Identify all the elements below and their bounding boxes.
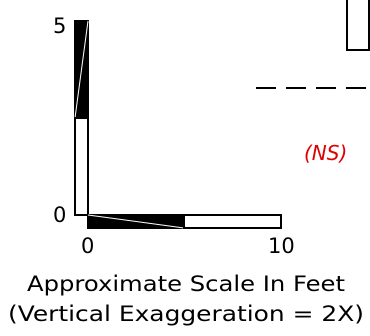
vertical-top-label: 5 [53, 14, 66, 38]
horizontal-right-label: 10 [268, 234, 295, 258]
caption-line-2: (Vertical Exaggeration = 2X) [8, 302, 364, 326]
ns-label: (NS) [304, 141, 347, 165]
horizontal-scale-bar [87, 214, 282, 229]
vertical-bottom-label: 0 [53, 203, 66, 227]
vertical-scale-bar [74, 20, 89, 216]
horizontal-left-label: 0 [81, 234, 94, 258]
legend-box [346, 0, 370, 51]
caption-line-1: Approximate Scale In Feet [27, 272, 345, 296]
